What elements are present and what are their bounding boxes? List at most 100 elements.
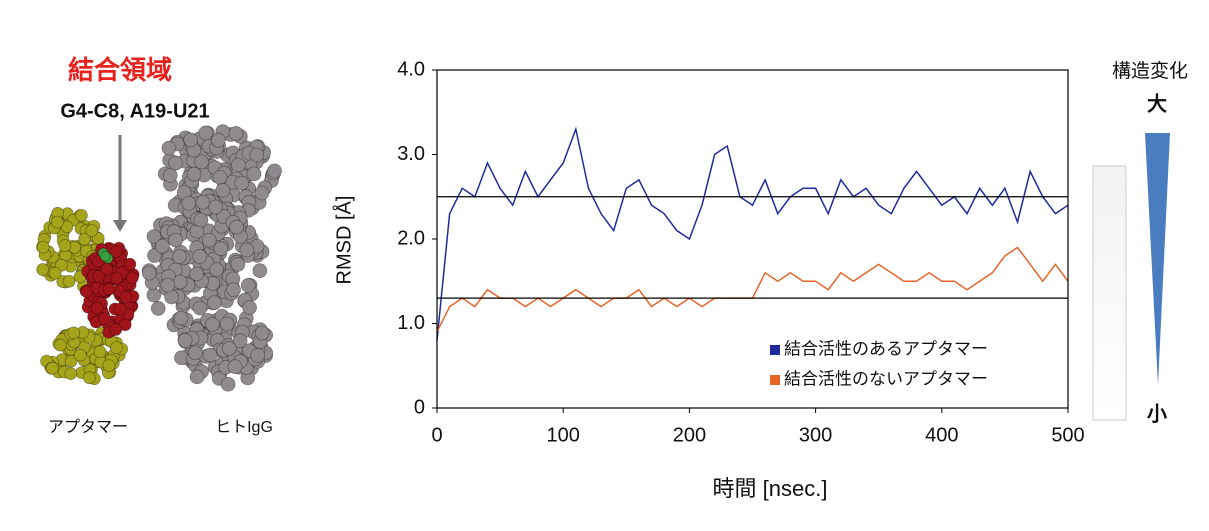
- atom: [214, 242, 228, 256]
- scale-bar: [1093, 166, 1126, 420]
- atom: [142, 266, 156, 280]
- atom: [103, 283, 115, 295]
- atom: [193, 249, 207, 263]
- y-tick-label: 1.0: [397, 312, 425, 334]
- atom: [54, 339, 66, 351]
- atom: [251, 348, 265, 362]
- atom: [51, 216, 63, 228]
- atom: [199, 126, 213, 140]
- atom: [49, 267, 61, 279]
- atom: [173, 275, 187, 289]
- series-line: [437, 129, 1068, 340]
- atom: [86, 225, 98, 237]
- atom: [63, 275, 75, 287]
- atom: [37, 264, 49, 276]
- scale-high: 大: [1147, 92, 1167, 115]
- atom: [168, 156, 182, 170]
- atom: [231, 257, 245, 271]
- molecule-image: [36, 125, 281, 392]
- figure: 結合領域 G4-C8, A19-U21 アプタマー ヒトIgG 構造変化 大 小…: [0, 0, 1209, 531]
- atom: [222, 341, 236, 355]
- region-subtitle: G4-C8, A19-U21: [60, 100, 209, 122]
- atom: [169, 233, 183, 247]
- atom: [209, 200, 223, 214]
- atom: [100, 251, 110, 261]
- y-tick-label: 0: [414, 396, 425, 418]
- atom: [65, 368, 77, 380]
- x-tick-label: 100: [547, 424, 580, 446]
- y-axis-title: RMSD [Å]: [332, 196, 355, 285]
- legend-swatch: [770, 375, 780, 385]
- atom: [255, 326, 269, 340]
- series-line: [437, 247, 1068, 332]
- atom: [211, 133, 225, 147]
- legend-swatch: [770, 345, 780, 355]
- atom: [114, 303, 126, 315]
- atom: [182, 196, 196, 210]
- atom: [68, 327, 80, 339]
- atom: [184, 133, 198, 147]
- scale-title: 構造変化: [1112, 60, 1188, 82]
- y-tick-label: 3.0: [397, 143, 425, 165]
- atom: [235, 176, 249, 190]
- atom: [255, 186, 269, 200]
- atom: [111, 342, 123, 354]
- atom: [111, 272, 123, 284]
- atom: [37, 241, 49, 253]
- atom: [162, 141, 176, 155]
- atom: [155, 239, 169, 253]
- atom: [250, 148, 264, 162]
- atom: [202, 233, 216, 247]
- atom: [178, 333, 192, 347]
- legend-label: 結合活性のないアプタマー: [784, 369, 988, 388]
- atom: [101, 263, 113, 275]
- atom: [230, 220, 244, 234]
- scale-triangle: [1145, 133, 1170, 385]
- atom: [94, 346, 106, 358]
- atom: [253, 264, 267, 278]
- atom: [227, 283, 241, 297]
- y-tick-label: 4.0: [397, 58, 425, 80]
- atom: [193, 301, 207, 315]
- atom: [74, 349, 86, 361]
- atom: [59, 240, 71, 252]
- atom: [120, 291, 132, 303]
- legend-label: 結合活性のあるアプタマー: [784, 339, 988, 358]
- atom: [229, 126, 243, 140]
- atom: [163, 169, 177, 183]
- atom: [210, 263, 224, 277]
- atom: [213, 170, 227, 184]
- atom: [221, 377, 235, 391]
- atom: [243, 301, 257, 315]
- x-tick-label: 0: [431, 424, 442, 446]
- x-tick-label: 400: [925, 424, 958, 446]
- atom: [174, 311, 188, 325]
- igg-label: ヒトIgG: [215, 419, 273, 436]
- atom: [187, 167, 201, 181]
- atom: [216, 183, 230, 197]
- atom: [190, 267, 204, 281]
- atom: [147, 288, 161, 302]
- arrow-head: [113, 220, 127, 232]
- atom: [205, 317, 219, 331]
- atom: [91, 302, 103, 314]
- atom: [203, 348, 217, 362]
- atom: [228, 360, 242, 374]
- aptamer-label: アプタマー: [48, 418, 128, 436]
- atom: [240, 243, 254, 257]
- atom: [126, 272, 138, 284]
- x-tick-label: 200: [673, 424, 706, 446]
- atom: [190, 370, 204, 384]
- atom: [172, 250, 186, 264]
- atom: [110, 324, 122, 336]
- x-tick-label: 300: [799, 424, 832, 446]
- atom: [247, 167, 261, 181]
- atom: [46, 362, 58, 374]
- x-axis-title: 時間 [nsec.]: [713, 476, 828, 501]
- atom: [220, 317, 234, 331]
- region-title: 結合領域: [68, 55, 172, 85]
- atom: [99, 312, 111, 324]
- atom: [188, 346, 202, 360]
- atom: [241, 278, 255, 292]
